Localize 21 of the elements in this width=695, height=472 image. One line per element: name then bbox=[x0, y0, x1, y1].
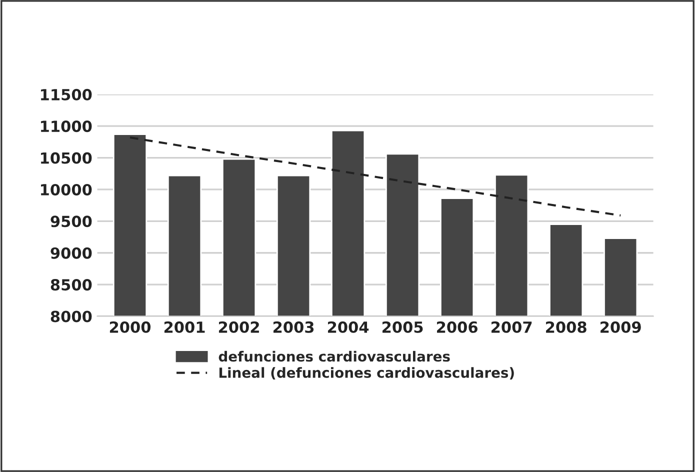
y-tick-label: 10000 bbox=[41, 184, 92, 196]
y-tick-label: 8000 bbox=[50, 310, 92, 322]
x-tick-label: 2003 bbox=[273, 321, 314, 333]
y-tick-label: 9500 bbox=[50, 216, 92, 228]
x-tick-label: 2008 bbox=[546, 321, 586, 333]
legend-label: defunciones cardiovasculares bbox=[218, 350, 450, 362]
legend-label: Lineal (defunciones cardiovasculares) bbox=[219, 367, 514, 380]
line-series bbox=[128, 136, 622, 217]
x-tick-label: 2005 bbox=[382, 321, 423, 333]
x-tick-label: 2007 bbox=[492, 321, 532, 333]
y-tick-label: 10500 bbox=[41, 152, 92, 164]
x-tick-label: 2006 bbox=[437, 321, 478, 333]
x-tick-label: 2002 bbox=[218, 321, 259, 333]
y-tick-label: 8500 bbox=[50, 279, 92, 291]
y-tick-label: 11000 bbox=[41, 120, 92, 132]
x-tick-label: 2009 bbox=[600, 321, 641, 333]
y-tick-label: 9000 bbox=[50, 247, 92, 259]
y-tick-label: 11500 bbox=[41, 88, 92, 100]
x-tick-label: 2000 bbox=[110, 321, 151, 333]
x-tick-label: 2004 bbox=[328, 321, 369, 333]
x-tick-label: 2001 bbox=[164, 321, 205, 333]
